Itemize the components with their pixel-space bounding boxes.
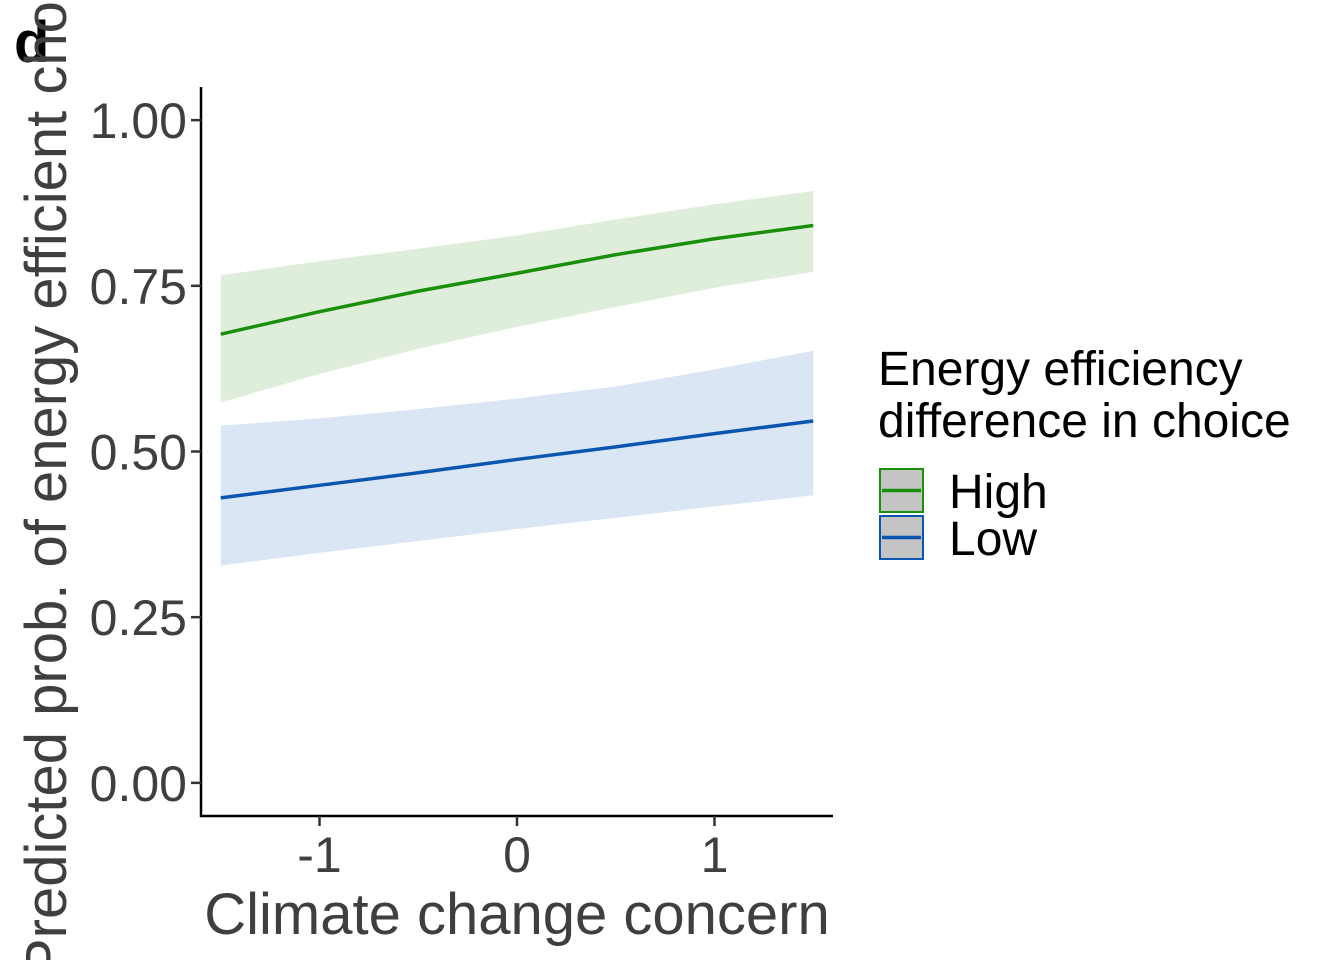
x-tick-label: -1 [297, 827, 341, 883]
y-axis-title: Predicted prob. of energy efficient choi… [14, 0, 79, 960]
x-ticks: -1 0 1 [297, 816, 728, 883]
band-high [220, 191, 814, 403]
panel-label: d [14, 10, 49, 75]
line-low [220, 419, 814, 500]
legend-label-low: Low [949, 513, 1037, 566]
y-tick-label: 1.00 [90, 93, 187, 149]
y-tick-label: 0.75 [90, 259, 187, 315]
y-tick-label: 0.50 [90, 425, 187, 481]
legend-label-high: High [949, 466, 1048, 519]
y-tick-label: 0.25 [90, 590, 187, 646]
x-axis-title: Climate change concern [204, 882, 829, 947]
line-high [220, 223, 814, 336]
legend: Energy efficiency difference in choice H… [878, 343, 1291, 566]
series-lines [220, 223, 814, 500]
confidence-bands [220, 191, 814, 566]
x-tick-label: 1 [701, 827, 729, 883]
y-ticks: 0.00 0.25 0.50 0.75 1.00 [90, 93, 201, 812]
x-tick-label: 0 [503, 827, 531, 883]
legend-title-line-1: Energy efficiency [878, 343, 1243, 396]
legend-title-line-2: difference in choice [878, 395, 1291, 448]
y-tick-label: 0.00 [90, 756, 187, 812]
